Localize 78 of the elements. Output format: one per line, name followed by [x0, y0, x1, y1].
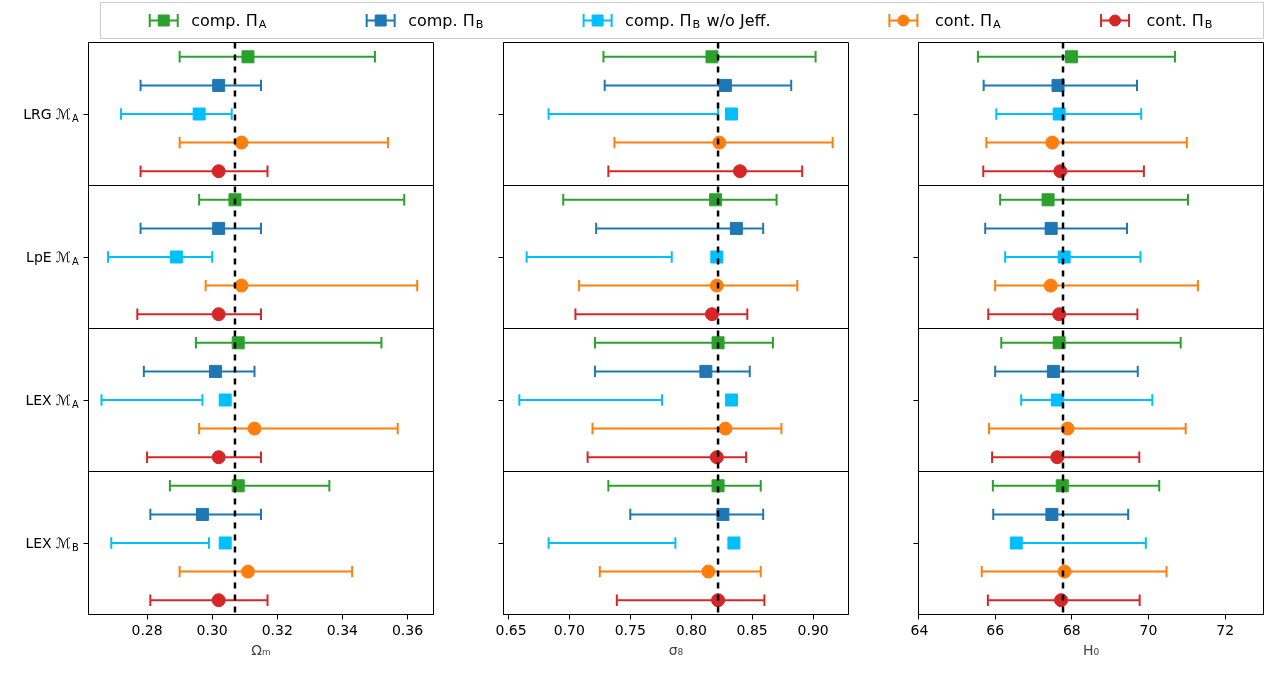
- point: [1052, 307, 1067, 322]
- point: [240, 564, 255, 579]
- point: [729, 221, 743, 235]
- x-tick-label: 0.34: [326, 621, 359, 638]
- x-axis-title: σ₈: [668, 641, 684, 658]
- point: [701, 564, 716, 579]
- point: [1052, 336, 1066, 350]
- point: [711, 336, 725, 350]
- point: [709, 278, 724, 293]
- point: [208, 364, 222, 378]
- point: [234, 278, 249, 293]
- point: [231, 479, 245, 493]
- point: [195, 507, 209, 521]
- x-tick-label: 0.75: [614, 621, 646, 638]
- x-tick-label: 66: [986, 621, 1005, 638]
- point: [1054, 593, 1069, 608]
- point: [699, 364, 713, 378]
- point: [211, 593, 226, 608]
- point: [711, 593, 726, 608]
- point: [712, 135, 727, 150]
- point: [711, 479, 725, 493]
- point: [1052, 107, 1066, 121]
- point: [234, 135, 249, 150]
- point: [724, 107, 738, 121]
- x-tick-label: 0.32: [261, 621, 293, 638]
- x-tick-label: 0.80: [675, 621, 707, 638]
- point: [1044, 221, 1058, 235]
- point: [1045, 135, 1060, 150]
- x-tick-label: 72: [1216, 621, 1235, 638]
- point: [1050, 450, 1065, 465]
- point: [1057, 564, 1072, 579]
- point: [1064, 50, 1078, 64]
- point: [218, 393, 232, 407]
- point: [716, 507, 730, 521]
- point: [1055, 479, 1069, 493]
- x-tick-label: 0.70: [553, 621, 585, 638]
- point: [231, 336, 245, 350]
- point: [211, 450, 226, 465]
- point: [1009, 536, 1023, 550]
- x-axis-title: H₀: [1082, 641, 1100, 658]
- point: [211, 307, 226, 322]
- point: [218, 536, 232, 550]
- point: [228, 193, 242, 207]
- point: [705, 50, 719, 64]
- x-tick-label: 0.36: [391, 621, 424, 638]
- x-tick-label: 0.30: [196, 621, 228, 638]
- point: [724, 393, 738, 407]
- point: [1053, 164, 1068, 179]
- point: [1051, 78, 1065, 92]
- x-tick-label: 68: [1062, 621, 1081, 638]
- x-tick-label: 0.65: [495, 621, 527, 638]
- point: [710, 250, 724, 264]
- point: [1041, 193, 1055, 207]
- point: [733, 164, 747, 179]
- point: [1045, 507, 1059, 521]
- point: [718, 78, 732, 92]
- x-tick-label: 0.85: [736, 621, 768, 638]
- point: [169, 250, 183, 264]
- x-axis-title: Ωₘ: [251, 641, 271, 658]
- point: [192, 107, 206, 121]
- x-tick-label: 0.28: [131, 621, 163, 638]
- point: [1050, 393, 1064, 407]
- x-tick-label: 0.90: [797, 621, 829, 638]
- point: [1060, 421, 1075, 436]
- point: [709, 193, 723, 207]
- point: [247, 421, 262, 436]
- x-tick-label: 70: [1139, 621, 1158, 638]
- x-tick-label: 64: [910, 621, 929, 638]
- point: [718, 421, 733, 436]
- point: [211, 164, 226, 179]
- point: [1046, 364, 1060, 378]
- point: [1043, 278, 1058, 293]
- point: [241, 50, 255, 64]
- point: [727, 536, 741, 550]
- point: [704, 307, 719, 322]
- point: [212, 78, 226, 92]
- point: [1057, 250, 1071, 264]
- point: [212, 221, 226, 235]
